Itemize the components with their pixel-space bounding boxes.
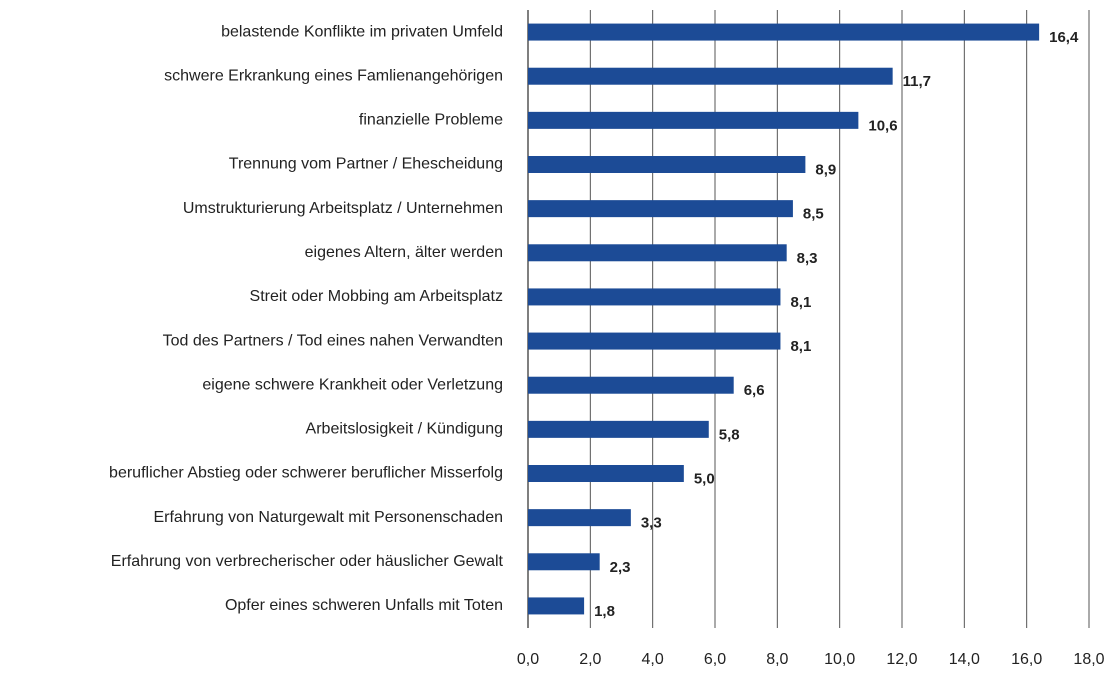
bar	[528, 244, 787, 262]
value-label: 5,8	[719, 426, 740, 443]
bar	[528, 597, 585, 615]
category-label: Tod des Partners / Tod eines nahen Verwa…	[163, 332, 503, 349]
value-label: 8,3	[797, 250, 818, 267]
value-label: 1,8	[594, 603, 615, 620]
category-label: finanzielle Probleme	[359, 112, 503, 129]
x-tick-label: 18,0	[1073, 651, 1104, 668]
value-label: 11,7	[903, 73, 931, 90]
x-tick-label: 6,0	[704, 651, 726, 668]
x-tick-label: 12,0	[886, 651, 917, 668]
value-label: 3,3	[641, 515, 662, 532]
category-label: Erfahrung von verbrecherischer oder häus…	[111, 553, 504, 570]
x-tick-label: 4,0	[642, 651, 664, 668]
category-label: eigene schwere Krankheit oder Verletzung	[202, 376, 503, 393]
x-tick-label: 16,0	[1011, 651, 1042, 668]
bar	[528, 376, 734, 394]
value-label: 6,6	[744, 382, 765, 399]
category-label: eigenes Altern, älter werden	[305, 244, 503, 261]
bar	[528, 465, 684, 482]
category-label: Trennung vom Partner / Ehescheidung	[229, 156, 503, 173]
bar	[528, 509, 631, 527]
value-label: 10,6	[868, 117, 897, 134]
value-label: 8,1	[790, 338, 811, 355]
bar	[528, 288, 781, 306]
bar	[528, 111, 859, 129]
x-tick-label: 8,0	[766, 651, 788, 668]
category-label: Arbeitslosigkeit / Kündigung	[306, 421, 503, 438]
category-label: Umstrukturierung Arbeitsplatz / Unterneh…	[183, 200, 503, 217]
value-label: 8,1	[790, 294, 811, 311]
value-label: 5,0	[694, 470, 715, 487]
x-tick-label: 0,0	[517, 651, 539, 668]
x-tick-label: 10,0	[824, 651, 855, 668]
bar	[528, 200, 793, 218]
bar	[528, 156, 806, 173]
bar	[528, 332, 781, 350]
x-tick-label: 2,0	[579, 651, 601, 668]
value-label: 8,5	[803, 206, 824, 223]
value-label: 16,4	[1049, 29, 1079, 46]
bar	[528, 553, 600, 571]
x-tick-label: 14,0	[949, 651, 980, 668]
category-label: beruflicher Abstieg oder schwerer berufl…	[109, 465, 503, 482]
category-label: Opfer eines schweren Unfalls mit Toten	[225, 597, 503, 614]
bar	[528, 23, 1040, 41]
category-label: Streit oder Mobbing am Arbeitsplatz	[250, 288, 503, 305]
value-label: 8,9	[815, 161, 836, 178]
category-label: schwere Erkrankung eines Famlienangehöri…	[164, 67, 503, 84]
category-label: belastende Konflikte im privaten Umfeld	[221, 23, 503, 40]
bar	[528, 67, 893, 85]
bar	[528, 420, 709, 438]
category-label: Erfahrung von Naturgewalt mit Personensc…	[153, 509, 503, 526]
value-label: 2,3	[610, 559, 631, 576]
